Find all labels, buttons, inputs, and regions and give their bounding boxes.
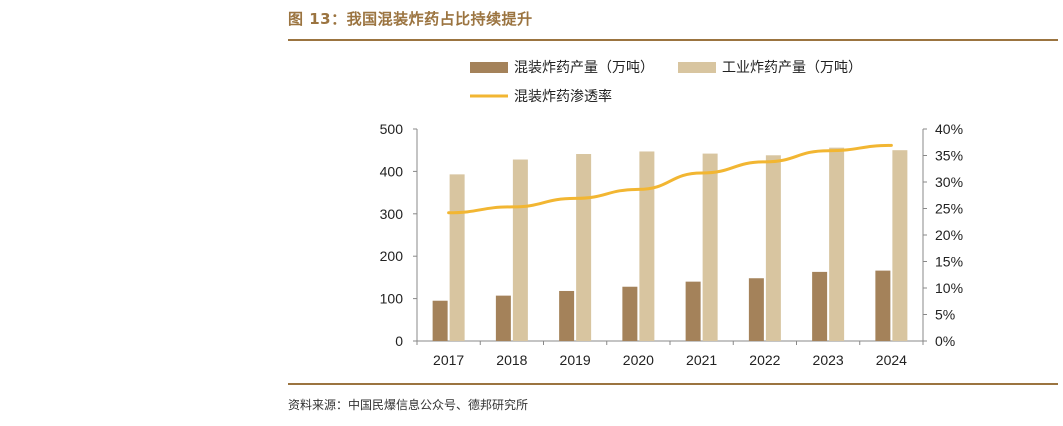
legend-label-penetration: 混装炸药渗透率 — [514, 88, 612, 104]
legend-swatch-mixed — [470, 62, 508, 73]
y-left-tick-label: 0 — [395, 333, 403, 349]
bar-mixed — [432, 300, 448, 341]
x-tick-label: 2019 — [560, 352, 591, 368]
y-left-tick-label: 400 — [380, 163, 404, 179]
y-right-tick-label: 20% — [935, 227, 963, 243]
bar-industrial — [829, 147, 845, 341]
y-right-tick-label: 40% — [935, 121, 963, 137]
bar-industrial — [449, 174, 465, 341]
x-axis-ticks: 2017 2018 2019 2020 2021 2022 2023 2024 — [416, 341, 924, 368]
y-left-tick-label: 200 — [380, 248, 404, 264]
line-series — [447, 143, 893, 215]
bar-industrial — [576, 154, 592, 341]
legend-label-industrial: 工业炸药产量（万吨） — [722, 59, 862, 75]
legend-swatch-industrial — [678, 62, 716, 73]
y-left-tick-label: 300 — [380, 206, 404, 222]
bar-mixed — [875, 270, 891, 341]
x-tick-label: 2017 — [433, 352, 464, 368]
y-axis-left-ticks: 0 100 200 300 400 500 — [380, 121, 417, 349]
bar-industrial — [639, 151, 655, 341]
x-tick-label: 2022 — [749, 352, 780, 368]
bar-mixed — [748, 278, 764, 341]
x-tick-label: 2023 — [813, 352, 844, 368]
bar-series — [432, 147, 908, 341]
x-tick-label: 2021 — [686, 352, 717, 368]
legend-label-mixed: 混装炸药产量（万吨） — [514, 59, 654, 75]
y-right-tick-label: 30% — [935, 174, 963, 190]
y-right-tick-label: 25% — [935, 201, 963, 217]
y-right-tick-label: 10% — [935, 280, 963, 296]
x-tick-label: 2020 — [623, 352, 654, 368]
x-tick-label: 2018 — [496, 352, 527, 368]
title-rule — [288, 39, 1058, 41]
bar-industrial — [892, 150, 908, 341]
bar-industrial — [765, 155, 781, 341]
source-rule — [288, 383, 1058, 385]
bar-industrial — [512, 159, 528, 341]
y-axis-right-ticks: 0% 5% 10% 15% 20% 25% 30% 35% 40% — [923, 121, 963, 349]
y-left-tick-label: 500 — [380, 121, 404, 137]
source-note: 资料来源：中国民爆信息公众号、德邦研究所 — [288, 398, 529, 412]
bar-mixed — [812, 271, 828, 341]
y-right-tick-label: 5% — [935, 307, 955, 323]
bar-industrial — [702, 153, 718, 341]
bar-mixed — [495, 295, 511, 341]
y-right-tick-label: 15% — [935, 254, 963, 270]
y-right-tick-label: 35% — [935, 148, 963, 164]
bar-mixed — [622, 286, 638, 341]
x-tick-label: 2024 — [876, 352, 907, 368]
bar-mixed — [559, 290, 575, 341]
y-right-tick-label: 0% — [935, 333, 955, 349]
bar-mixed — [685, 281, 701, 341]
figure-title: 图 13：我国混装炸药占比持续提升 — [288, 10, 533, 28]
y-left-tick-label: 100 — [380, 291, 404, 307]
legend: 混装炸药产量（万吨） 工业炸药产量（万吨） 混装炸药渗透率 — [470, 59, 862, 104]
penetration-line — [447, 143, 893, 215]
